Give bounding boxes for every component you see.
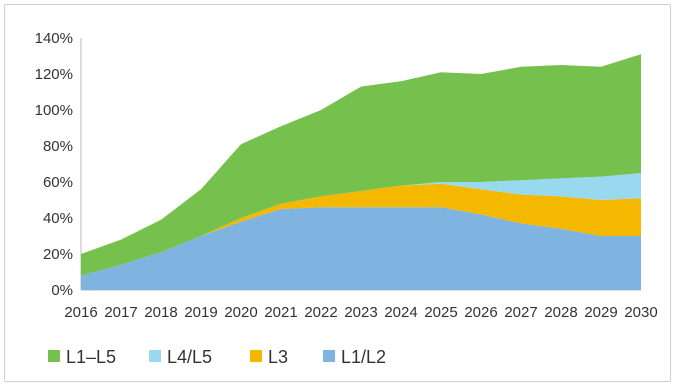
x-tick-label: 2020 — [224, 304, 257, 321]
x-tick-label: 2021 — [264, 304, 297, 321]
area-series-group — [81, 54, 641, 290]
x-tick-label: 2016 — [64, 304, 97, 321]
x-tick-labels: 2016 2017 2018 2019 2020 2021 2022 2023 2024 2025… — [64, 304, 657, 321]
area-l4-l5-series — [81, 173, 641, 276]
x-tick-label: 2023 — [344, 304, 377, 321]
x-tick-label: 2028 — [544, 304, 577, 321]
x-tick-label: 2030 — [624, 304, 657, 321]
x-tick-label: 2022 — [304, 304, 337, 321]
y-tick-labels: 0% 20% 40% 60% 80% 100% 120% 140% — [35, 30, 73, 299]
area-l1-l2-series — [81, 207, 641, 290]
y-tick-label: 40% — [43, 210, 73, 227]
x-tick-label: 2025 — [424, 304, 457, 321]
legend-label-l4-l5: L4/L5 — [167, 347, 212, 367]
y-tick-label: 100% — [35, 102, 73, 119]
x-tick-label: 2017 — [104, 304, 137, 321]
legend-swatch-l1-l5 — [48, 350, 60, 362]
x-tick-label: 2019 — [184, 304, 217, 321]
x-tick-label: 2018 — [144, 304, 177, 321]
legend-label-l1-l5: L1–L5 — [66, 347, 116, 367]
y-tick-label: 60% — [43, 174, 73, 191]
y-tick-label: 80% — [43, 138, 73, 155]
y-tick-label: 120% — [35, 66, 73, 83]
area-l1-l5-series — [81, 54, 641, 276]
x-tick-label: 2027 — [504, 304, 537, 321]
legend-swatch-l4-l5 — [149, 350, 161, 362]
y-tick-label: 140% — [35, 30, 73, 47]
legend-swatch-l1-l2 — [323, 350, 335, 362]
y-tick-label: 0% — [51, 282, 73, 299]
x-tick-label: 2029 — [584, 304, 617, 321]
x-tick-label: 2026 — [464, 304, 497, 321]
legend: L1–L5 L4/L5 L3 L1/L2 — [48, 347, 386, 367]
y-tick-label: 20% — [43, 246, 73, 263]
legend-swatch-l3 — [250, 350, 262, 362]
legend-label-l1-l2: L1/L2 — [341, 347, 386, 367]
x-tick-label: 2024 — [384, 304, 417, 321]
legend-label-l3: L3 — [268, 347, 288, 367]
area-l3-series — [81, 183, 641, 276]
